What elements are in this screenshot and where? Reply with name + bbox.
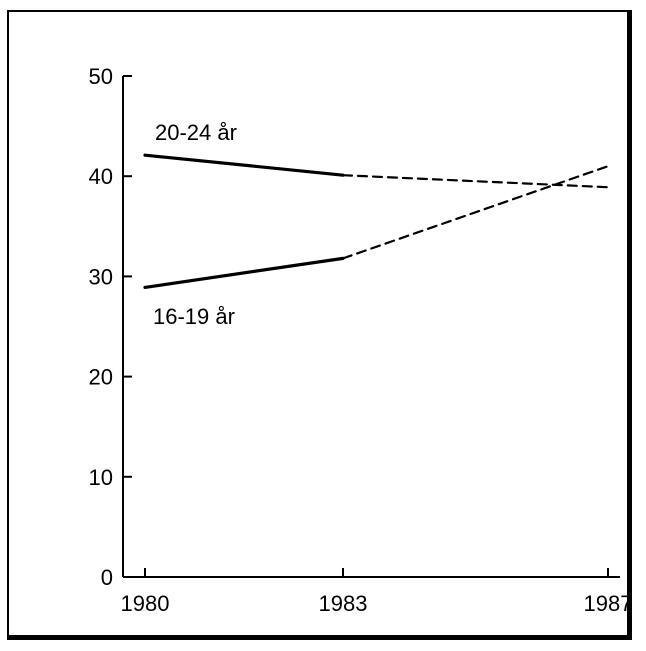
ticks: 0 10 20 30 40 50 1980 1983 1987 [89,64,633,616]
series-segment [341,165,610,260]
y-tick-label: 40 [89,164,113,189]
series-labels: 20-24 år 16-19 år [153,120,237,329]
chart-frame [7,10,632,640]
y-tick-label: 10 [89,465,113,490]
series-label: 16-19 år [153,304,235,329]
series-segment [143,153,345,177]
x-tick-label: 1987 [584,591,633,616]
y-tick-label: 50 [89,64,113,89]
series-segment [143,256,345,290]
series-segment [341,174,610,189]
x-tick-label: 1980 [121,591,170,616]
y-tick-label: 30 [89,264,113,289]
x-tick-label: 1983 [319,591,368,616]
series-lines [143,153,610,290]
axes [122,76,620,578]
series-label: 20-24 år [155,120,237,145]
y-tick-label: 20 [89,365,113,390]
y-tick-label: 0 [101,565,113,590]
